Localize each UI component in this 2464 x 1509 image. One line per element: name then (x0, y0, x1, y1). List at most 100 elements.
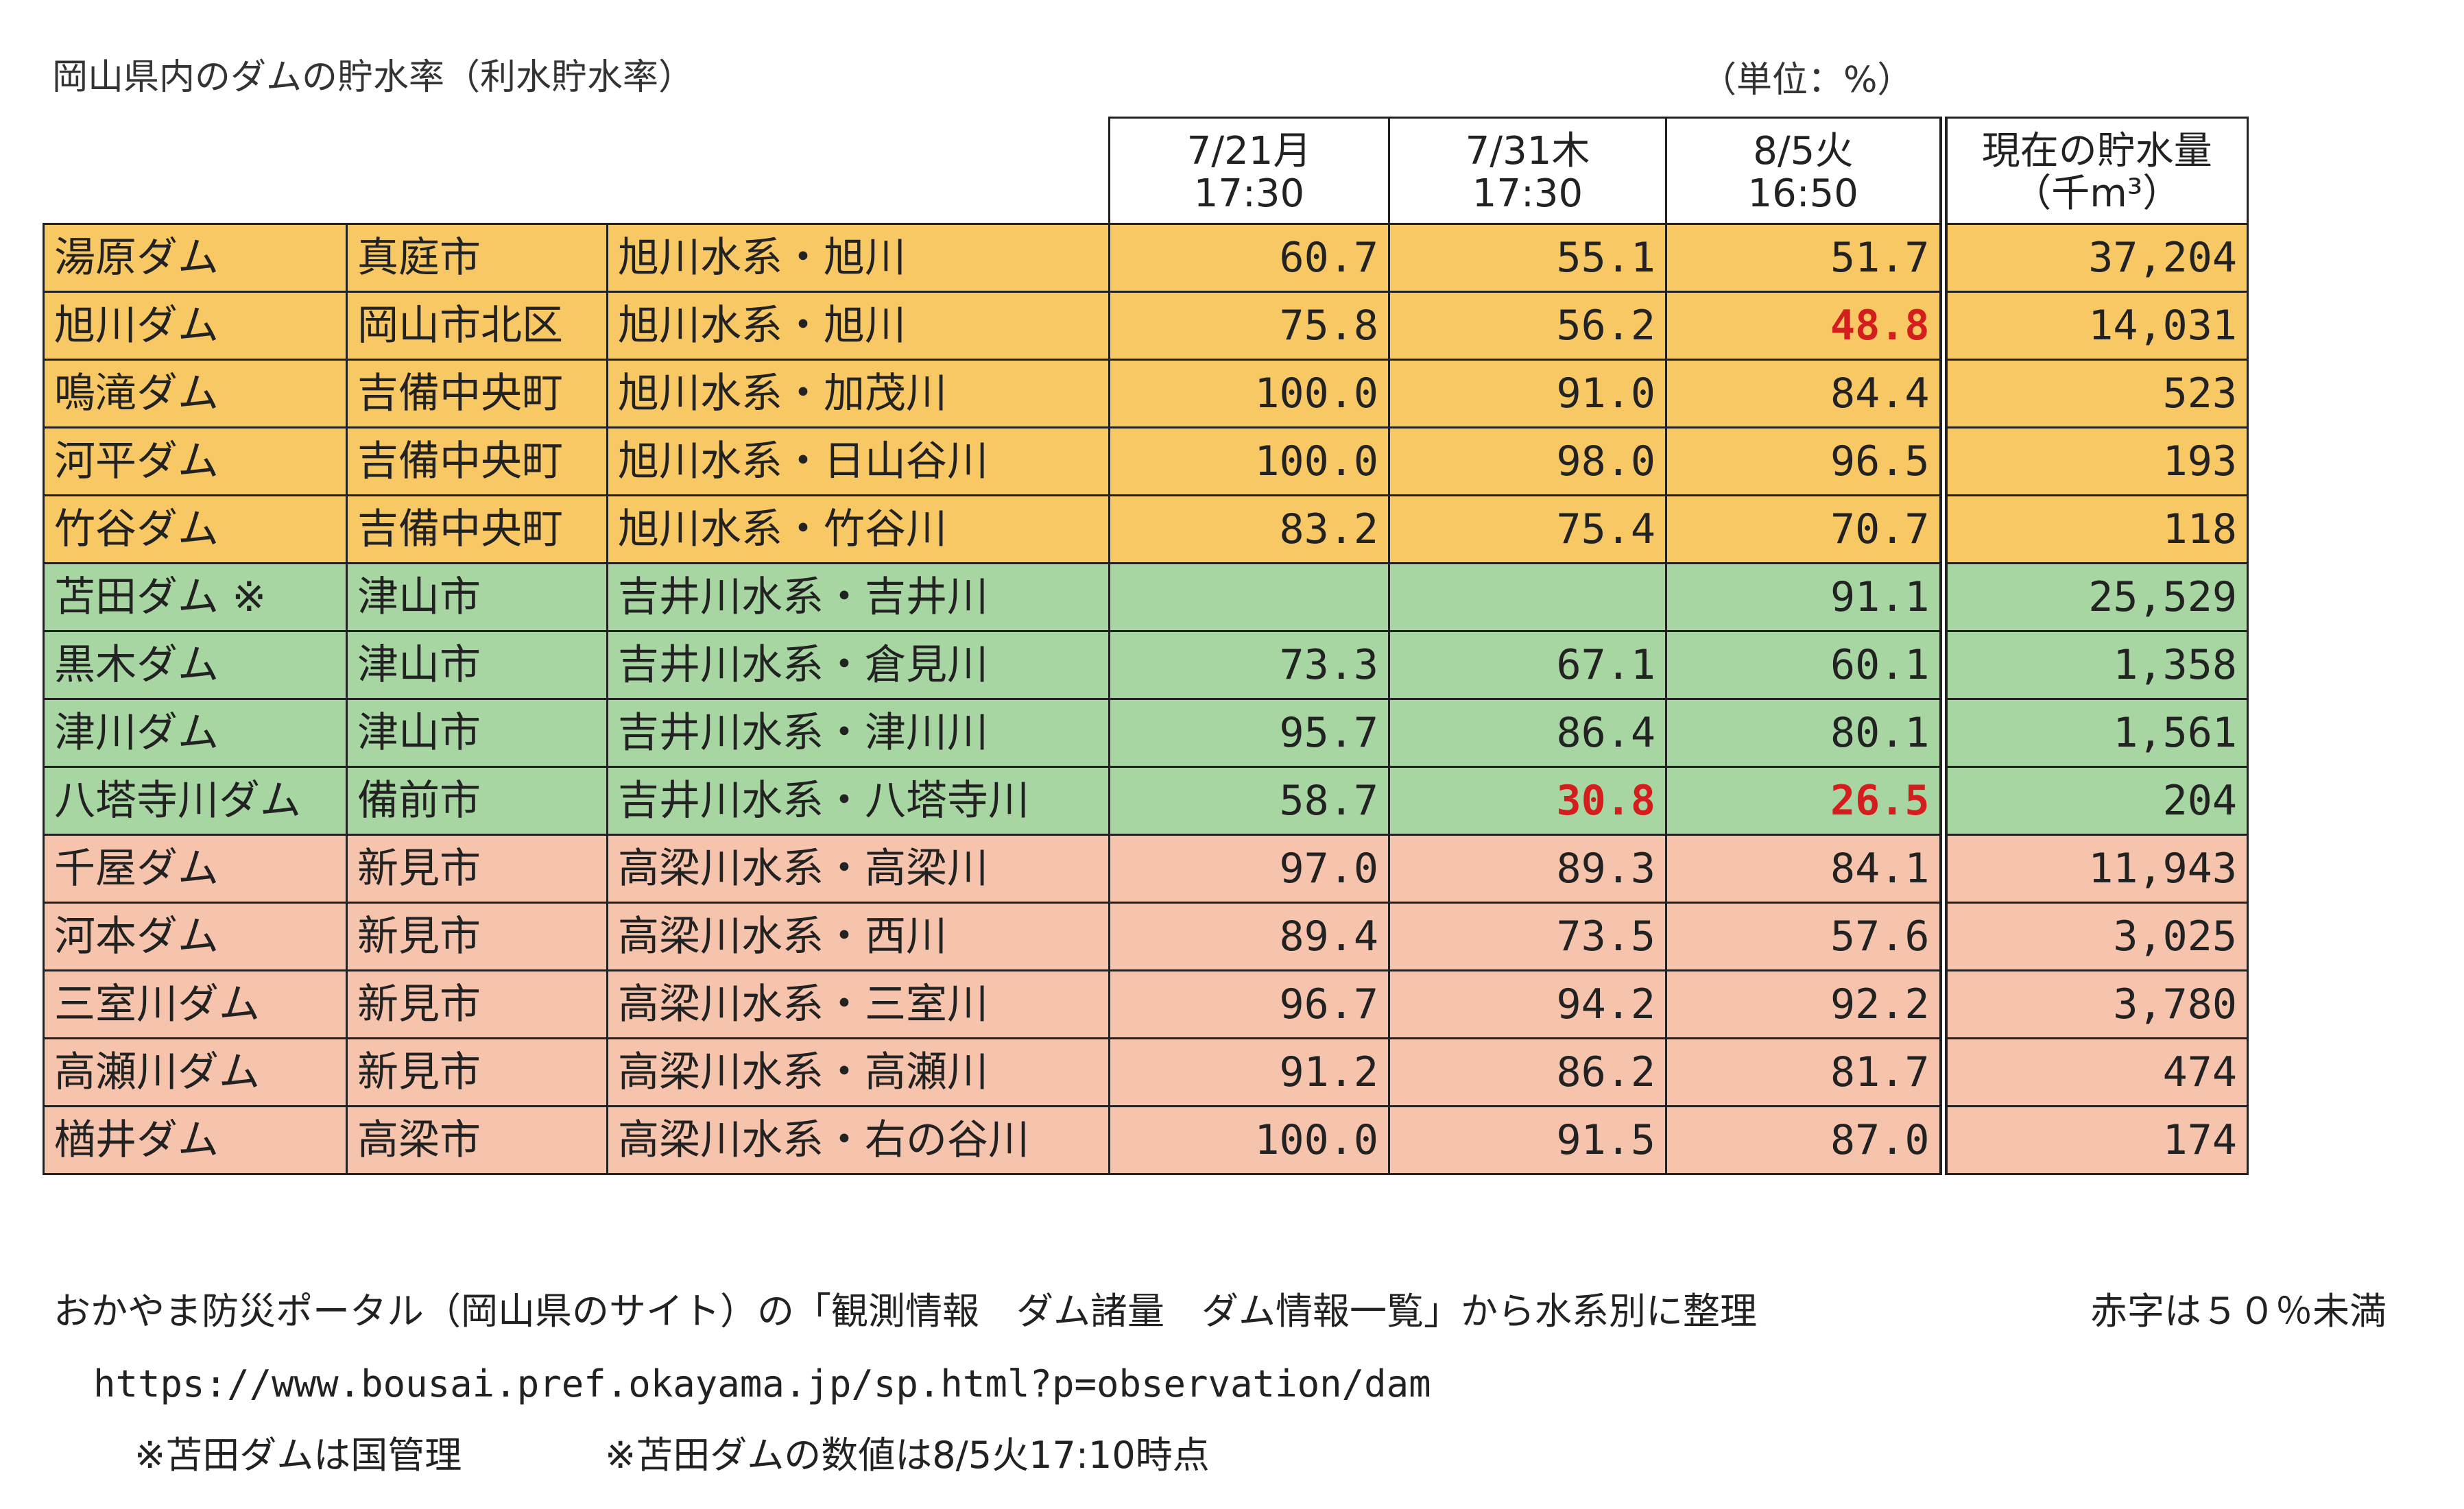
rate-7-21-cell: 100.0 (1108, 359, 1390, 428)
rate-7-21-cell: 100.0 (1108, 426, 1390, 496)
table-row: 高瀬川ダム 新見市 高梁川水系・高瀬川 91.2 86.2 81.7 474 (43, 1037, 2249, 1107)
city-cell: 津山市 (346, 698, 608, 768)
river-system-cell: 吉井川水系・八塔寺川 (606, 766, 1110, 836)
page-title: 岡山県内のダムの貯水率（利水貯水率） (52, 57, 695, 98)
city-cell: 備前市 (346, 766, 608, 836)
river-system-cell: 高梁川水系・右の谷川 (606, 1105, 1110, 1175)
rate-7-31-cell: 91.0 (1388, 359, 1667, 428)
current-volume-cell: 118 (1939, 494, 2249, 564)
current-volume-cell: 1,561 (1939, 698, 2249, 768)
dam-name-cell: 高瀬川ダム (43, 1037, 348, 1107)
current-volume-cell: 193 (1939, 426, 2249, 496)
river-system-cell: 高梁川水系・三室川 (606, 969, 1110, 1039)
rate-7-31-cell: 30.8 (1388, 766, 1667, 836)
rate-7-31-cell: 94.2 (1388, 969, 1667, 1039)
rate-8-5-cell: 84.1 (1665, 834, 1944, 904)
river-system-cell: 吉井川水系・津川川 (606, 698, 1110, 768)
source-url: https://www.bousai.pref.okayama.jp/sp.ht… (93, 1362, 1431, 1405)
table-row: 河本ダム 新見市 高梁川水系・西川 89.4 73.5 57.6 3,025 (43, 902, 2249, 971)
red-text-legend: 赤字は５０％未満 (2090, 1290, 2387, 1333)
rate-7-21-cell: 60.7 (1108, 223, 1390, 293)
dam-name-cell: 津川ダム (43, 698, 348, 768)
tomata-managed-note: ※苫田ダムは国管理 (134, 1434, 462, 1477)
city-cell: 新見市 (346, 834, 608, 904)
table-row: 旭川ダム 岡山市北区 旭川水系・旭川 75.8 56.2 48.8 14,031 (43, 291, 2249, 361)
rate-7-31-cell: 98.0 (1388, 426, 1667, 496)
rate-7-21-cell: 83.2 (1108, 494, 1390, 564)
header-date-1: 7/21月 17:30 (1108, 117, 1390, 225)
city-cell: 新見市 (346, 902, 608, 971)
rate-7-31-cell: 73.5 (1388, 902, 1667, 971)
rate-7-21-cell: 95.7 (1108, 698, 1390, 768)
city-cell: 津山市 (346, 630, 608, 700)
dam-name-cell: 苫田ダム ※ (43, 562, 348, 632)
rate-7-31-cell: 89.3 (1388, 834, 1667, 904)
dam-name-cell: 三室川ダム (43, 969, 348, 1039)
table-row: 湯原ダム 真庭市 旭川水系・旭川 60.7 55.1 51.7 37,204 (43, 223, 2249, 293)
table-row: 竹谷ダム 吉備中央町 旭川水系・竹谷川 83.2 75.4 70.7 118 (43, 494, 2249, 564)
table-row: 鳴滝ダム 吉備中央町 旭川水系・加茂川 100.0 91.0 84.4 523 (43, 359, 2249, 428)
rate-7-21-cell: 58.7 (1108, 766, 1390, 836)
table-row: 黒木ダム 津山市 吉井川水系・倉見川 73.3 67.1 60.1 1,358 (43, 630, 2249, 700)
river-system-cell: 旭川水系・日山谷川 (606, 426, 1110, 496)
rate-8-5-cell: 84.4 (1665, 359, 1944, 428)
rate-8-5-cell: 57.6 (1665, 902, 1944, 971)
header-current-volume: 現在の貯水量 （千m³） (1939, 117, 2249, 225)
city-cell: 津山市 (346, 562, 608, 632)
rate-7-21-cell: 100.0 (1108, 1105, 1390, 1175)
table-row: 津川ダム 津山市 吉井川水系・津川川 95.7 86.4 80.1 1,561 (43, 698, 2249, 768)
dam-name-cell: 八塔寺川ダム (43, 766, 348, 836)
table-row: 千屋ダム 新見市 高梁川水系・高梁川 97.0 89.3 84.1 11,943 (43, 834, 2249, 904)
rate-8-5-cell: 60.1 (1665, 630, 1944, 700)
current-volume-cell: 1,358 (1939, 630, 2249, 700)
current-volume-cell: 3,780 (1939, 969, 2249, 1039)
city-cell: 吉備中央町 (346, 426, 608, 496)
city-cell: 真庭市 (346, 223, 608, 293)
river-system-cell: 高梁川水系・西川 (606, 902, 1110, 971)
river-system-cell: 旭川水系・加茂川 (606, 359, 1110, 428)
rate-7-21-cell: 97.0 (1108, 834, 1390, 904)
rate-8-5-cell: 91.1 (1665, 562, 1944, 632)
current-volume-cell: 11,943 (1939, 834, 2249, 904)
city-cell: 高梁市 (346, 1105, 608, 1175)
current-volume-cell: 37,204 (1939, 223, 2249, 293)
rate-7-21-cell: 89.4 (1108, 902, 1390, 971)
table-row: 三室川ダム 新見市 高梁川水系・三室川 96.7 94.2 92.2 3,780 (43, 969, 2249, 1039)
rate-7-21-cell: 91.2 (1108, 1037, 1390, 1107)
rate-7-31-cell: 86.2 (1388, 1037, 1667, 1107)
rate-7-31-cell (1388, 562, 1667, 632)
dam-name-cell: 河平ダム (43, 426, 348, 496)
river-system-cell: 高梁川水系・高瀬川 (606, 1037, 1110, 1107)
rate-7-21-cell (1108, 562, 1390, 632)
rate-8-5-cell: 51.7 (1665, 223, 1944, 293)
dam-name-cell: 千屋ダム (43, 834, 348, 904)
rate-8-5-cell: 70.7 (1665, 494, 1944, 564)
rate-8-5-cell: 87.0 (1665, 1105, 1944, 1175)
table-row: 苫田ダム ※ 津山市 吉井川水系・吉井川 91.1 25,529 (43, 562, 2249, 632)
header-blank (44, 118, 1110, 224)
dam-name-cell: 河本ダム (43, 902, 348, 971)
dam-name-cell: 鳴滝ダム (43, 359, 348, 428)
table-header-row: 7/21月 17:30 7/31木 17:30 8/5火 16:50 現在の貯水量 （千… (44, 117, 2249, 225)
dam-name-cell: 楢井ダム (43, 1105, 348, 1175)
city-cell: 新見市 (346, 1037, 608, 1107)
tomata-time-note: ※苫田ダムの数値は8/5火17:10時点 (605, 1434, 1210, 1477)
header-date-2: 7/31木 17:30 (1388, 117, 1667, 225)
table-row: 八塔寺川ダム 備前市 吉井川水系・八塔寺川 58.7 30.8 26.5 204 (43, 766, 2249, 836)
rate-7-31-cell: 75.4 (1388, 494, 1667, 564)
rate-8-5-cell: 80.1 (1665, 698, 1944, 768)
city-cell: 新見市 (346, 969, 608, 1039)
table-row: 楢井ダム 高梁市 高梁川水系・右の谷川 100.0 91.5 87.0 174 (43, 1105, 2249, 1175)
river-system-cell: 旭川水系・竹谷川 (606, 494, 1110, 564)
dam-name-cell: 黒木ダム (43, 630, 348, 700)
current-volume-cell: 474 (1939, 1037, 2249, 1107)
dam-name-cell: 旭川ダム (43, 291, 348, 361)
rate-8-5-cell: 26.5 (1665, 766, 1944, 836)
unit-label: （単位：%） (1701, 60, 1913, 101)
rate-8-5-cell: 92.2 (1665, 969, 1944, 1039)
river-system-cell: 旭川水系・旭川 (606, 223, 1110, 293)
dam-name-cell: 湯原ダム (43, 223, 348, 293)
river-system-cell: 旭川水系・旭川 (606, 291, 1110, 361)
dam-name-cell: 竹谷ダム (43, 494, 348, 564)
river-system-cell: 吉井川水系・吉井川 (606, 562, 1110, 632)
